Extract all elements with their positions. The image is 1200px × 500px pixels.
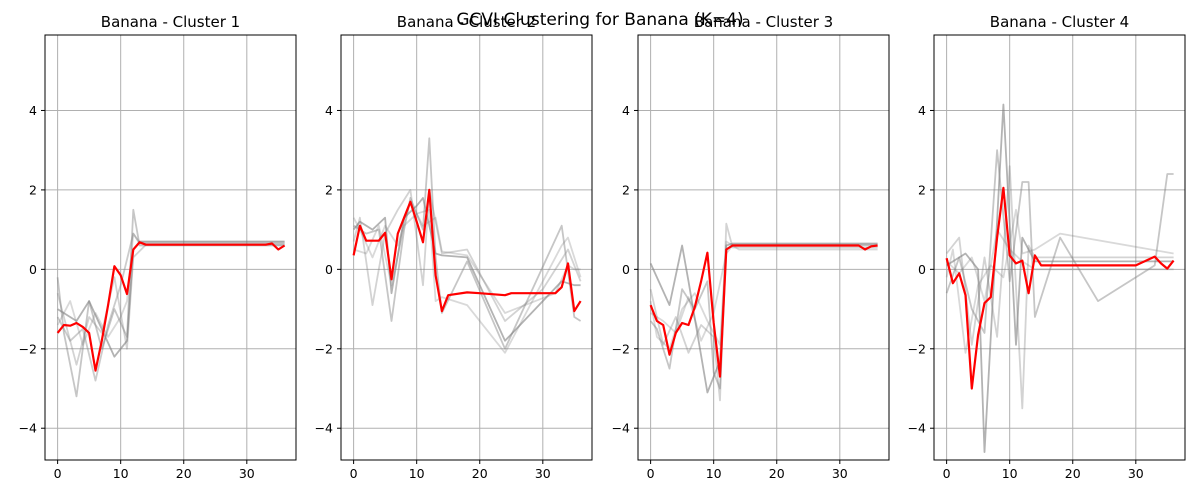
x-tick-label: 10 xyxy=(113,466,129,481)
x-tick-label: 10 xyxy=(409,466,425,481)
plot-frame xyxy=(637,34,890,461)
y-tick-label: 4 xyxy=(325,103,333,118)
subplot-title: Banana - Cluster 4 xyxy=(990,13,1129,31)
x-tick-label: 0 xyxy=(647,466,655,481)
x-tick-label: 20 xyxy=(176,466,192,481)
member-series-line xyxy=(353,208,582,354)
member-series-line xyxy=(946,103,1174,454)
y-tick-label: 2 xyxy=(918,182,926,197)
centroid-series-line xyxy=(945,186,1175,390)
y-tick-label: 2 xyxy=(29,182,37,197)
x-tick-label: 30 xyxy=(1128,466,1144,481)
y-tick-label: 4 xyxy=(29,103,37,118)
member-series-line xyxy=(56,232,285,346)
y-tick-label: 4 xyxy=(918,103,926,118)
x-tick-label: 10 xyxy=(706,466,722,481)
y-tick-label: 2 xyxy=(325,182,333,197)
subplot-4: 0 10 20 30 −4 −2 0 2 4 Banana - Cluster 4 xyxy=(908,13,1186,481)
subplot-2: 0 10 20 30 −4 −2 0 2 4 Banana - Cluster 2 xyxy=(315,13,593,481)
member-series-line xyxy=(649,243,878,390)
plot-frame xyxy=(933,34,1186,461)
subplot-title: Banana - Cluster 3 xyxy=(694,13,833,31)
member-series-line xyxy=(352,196,581,342)
member-series-line xyxy=(650,244,878,342)
subplot-title: Banana - Cluster 1 xyxy=(101,13,240,31)
centroid-series-line xyxy=(649,244,878,378)
x-tick-label: 30 xyxy=(832,466,848,481)
x-tick-label: 30 xyxy=(239,466,255,481)
y-tick-label: 0 xyxy=(29,262,37,277)
member-series-line xyxy=(945,208,1174,354)
member-series-line xyxy=(57,240,285,358)
member-series-line xyxy=(56,243,285,366)
y-tick-label: −4 xyxy=(19,421,37,436)
member-series-line xyxy=(353,137,582,350)
subplot-1: 0 10 20 30 −4 −2 0 2 4 Banana - Cluster 1 xyxy=(19,13,297,481)
y-tick-label: 0 xyxy=(622,262,630,277)
member-series-line xyxy=(945,149,1174,334)
member-series-line xyxy=(649,222,878,402)
x-tick-label: 0 xyxy=(350,466,358,481)
x-tick-label: 10 xyxy=(1002,466,1018,481)
y-tick-label: −2 xyxy=(315,341,333,356)
x-tick-label: 0 xyxy=(943,466,951,481)
plot-frame xyxy=(44,34,297,461)
subplot-title: Banana - Cluster 2 xyxy=(397,13,536,31)
y-tick-label: 4 xyxy=(622,103,630,118)
x-tick-label: 30 xyxy=(535,466,551,481)
subplot-3: 0 10 20 30 −4 −2 0 2 4 Banana - Cluster 3 xyxy=(612,13,890,481)
x-tick-label: 20 xyxy=(1065,466,1081,481)
x-tick-label: 0 xyxy=(54,466,62,481)
y-tick-label: −2 xyxy=(908,341,926,356)
member-series-line xyxy=(945,165,1174,410)
y-tick-label: −4 xyxy=(908,421,926,436)
y-tick-label: −2 xyxy=(612,341,630,356)
y-tick-label: −4 xyxy=(315,421,333,436)
y-tick-label: 0 xyxy=(918,262,926,277)
centroid-series-line xyxy=(56,241,286,372)
x-tick-label: 20 xyxy=(769,466,785,481)
member-series-line xyxy=(56,208,285,398)
member-series-line xyxy=(352,188,582,322)
y-tick-label: −2 xyxy=(19,341,37,356)
y-tick-label: 0 xyxy=(325,262,333,277)
x-tick-label: 20 xyxy=(472,466,488,481)
member-series-line xyxy=(56,232,285,382)
y-tick-label: −4 xyxy=(612,421,630,436)
centroid-series-line xyxy=(352,188,582,313)
figure-title: GCVI Clustering for Banana (K=4) xyxy=(456,10,743,30)
member-series-line xyxy=(649,242,878,394)
y-tick-label: 2 xyxy=(622,182,630,197)
plot-frame xyxy=(340,34,593,461)
member-series-line xyxy=(352,200,581,314)
